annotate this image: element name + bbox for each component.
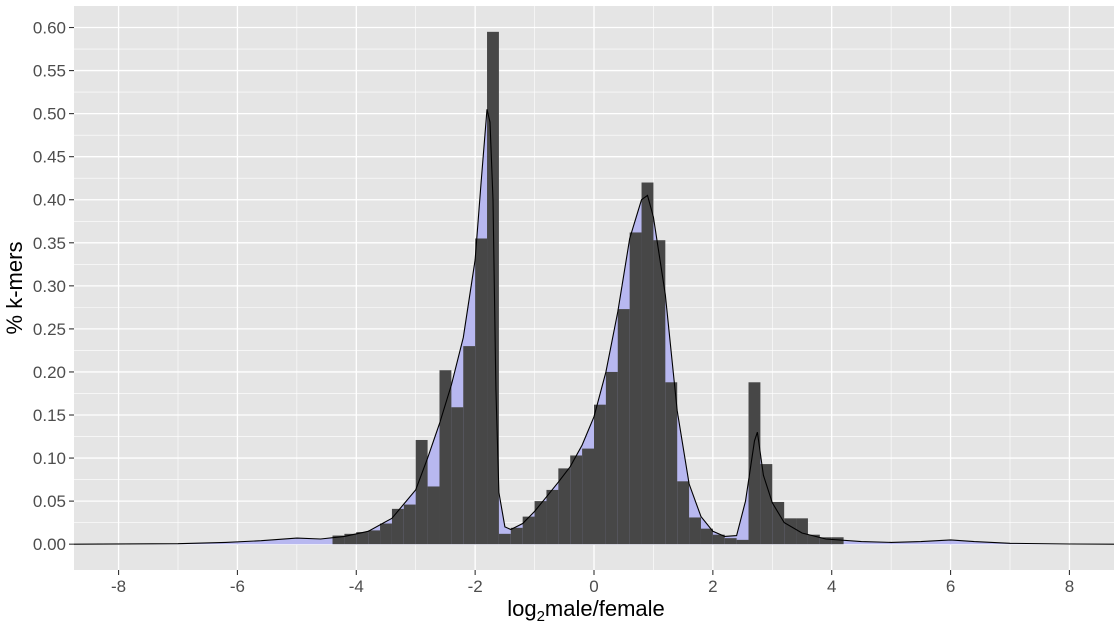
histogram-bar (534, 501, 547, 545)
histogram-bar (700, 528, 713, 545)
x-tick-label: 4 (827, 577, 836, 596)
histogram-bar (498, 533, 511, 545)
x-tick-label: 2 (708, 577, 717, 596)
y-tick-label: 0.05 (33, 492, 66, 511)
histogram-bar (415, 439, 428, 545)
x-axis: -8 -6 -4 -2 0 2 4 6 8 (111, 570, 1074, 596)
y-tick-label: 0.30 (33, 277, 66, 296)
histogram-bar (712, 534, 725, 545)
histogram-bar (356, 532, 369, 545)
x-axis-title-subscript: 2 (537, 608, 545, 625)
histogram-bar (427, 486, 440, 545)
histogram-bar (582, 448, 594, 545)
y-tick-label: 0.35 (33, 234, 66, 253)
histogram-bar (641, 182, 654, 545)
x-tick-label: -6 (230, 577, 245, 596)
histogram-bar (463, 346, 476, 545)
y-tick-label: 0.10 (33, 449, 66, 468)
x-tick-label: 8 (1065, 577, 1074, 596)
histogram-bar (617, 309, 630, 545)
histogram-bar (748, 382, 761, 545)
y-tick-label: 0.20 (33, 363, 66, 382)
histogram-bar (760, 464, 773, 545)
x-tick-label: 6 (946, 577, 955, 596)
histogram-bar (487, 31, 499, 545)
y-tick-label: 0.50 (33, 105, 66, 124)
histogram-bar (391, 508, 404, 545)
y-tick-label: 0.40 (33, 191, 66, 210)
y-tick-label: 0.15 (33, 406, 66, 425)
histogram-bar (784, 518, 797, 545)
histogram-bar (819, 537, 832, 545)
x-tick-label: -4 (349, 577, 364, 596)
y-tick-label: 0.45 (33, 148, 66, 167)
density-line (73, 109, 1115, 545)
histogram-bar (629, 232, 642, 545)
histogram-bar (807, 534, 820, 545)
x-tick-label: -2 (468, 577, 483, 596)
histogram-bar (831, 537, 844, 545)
histogram-bar (594, 404, 606, 545)
histogram-bar (522, 516, 535, 545)
x-tick-label: -8 (111, 577, 126, 596)
histogram-bar (332, 535, 345, 545)
histogram-bar (570, 455, 583, 545)
y-tick-label: 0.00 (33, 535, 66, 554)
histogram-bar (380, 523, 392, 545)
y-tick-label: 0.25 (33, 320, 66, 339)
histogram-bar (344, 533, 357, 545)
histogram-bar (772, 501, 785, 545)
histogram-bar (605, 371, 618, 545)
histogram-bar (403, 504, 416, 545)
histogram-bar (724, 538, 737, 545)
histogram-bar (665, 382, 678, 545)
histogram-bar (796, 518, 808, 545)
y-tick-label: 0.55 (33, 62, 66, 81)
histogram-bar (689, 517, 701, 545)
y-axis: 0.00 0.05 0.10 0.15 0.20 0.25 0.30 0.35 0.40 0.45… (33, 19, 74, 554)
histogram-bar (475, 238, 488, 545)
histogram-bar (451, 407, 464, 545)
histogram-bar (546, 489, 559, 545)
histogram-bar (677, 481, 690, 545)
histogram-bar (736, 539, 749, 545)
y-tick-label: 0.60 (33, 19, 66, 38)
histogram-bar (439, 370, 452, 545)
histogram-bar (558, 468, 571, 545)
histogram-bar (653, 240, 666, 545)
x-tick-label: 0 (589, 577, 598, 596)
x-axis-title-base: log (507, 596, 536, 621)
x-axis-title-rest: male/female (545, 596, 665, 621)
bars-layer (332, 31, 844, 545)
y-axis-title: % k-mers (2, 242, 27, 335)
histogram-bar (368, 530, 381, 545)
histogram-bar (510, 527, 523, 545)
x-axis-title: log2male/female (507, 596, 665, 625)
